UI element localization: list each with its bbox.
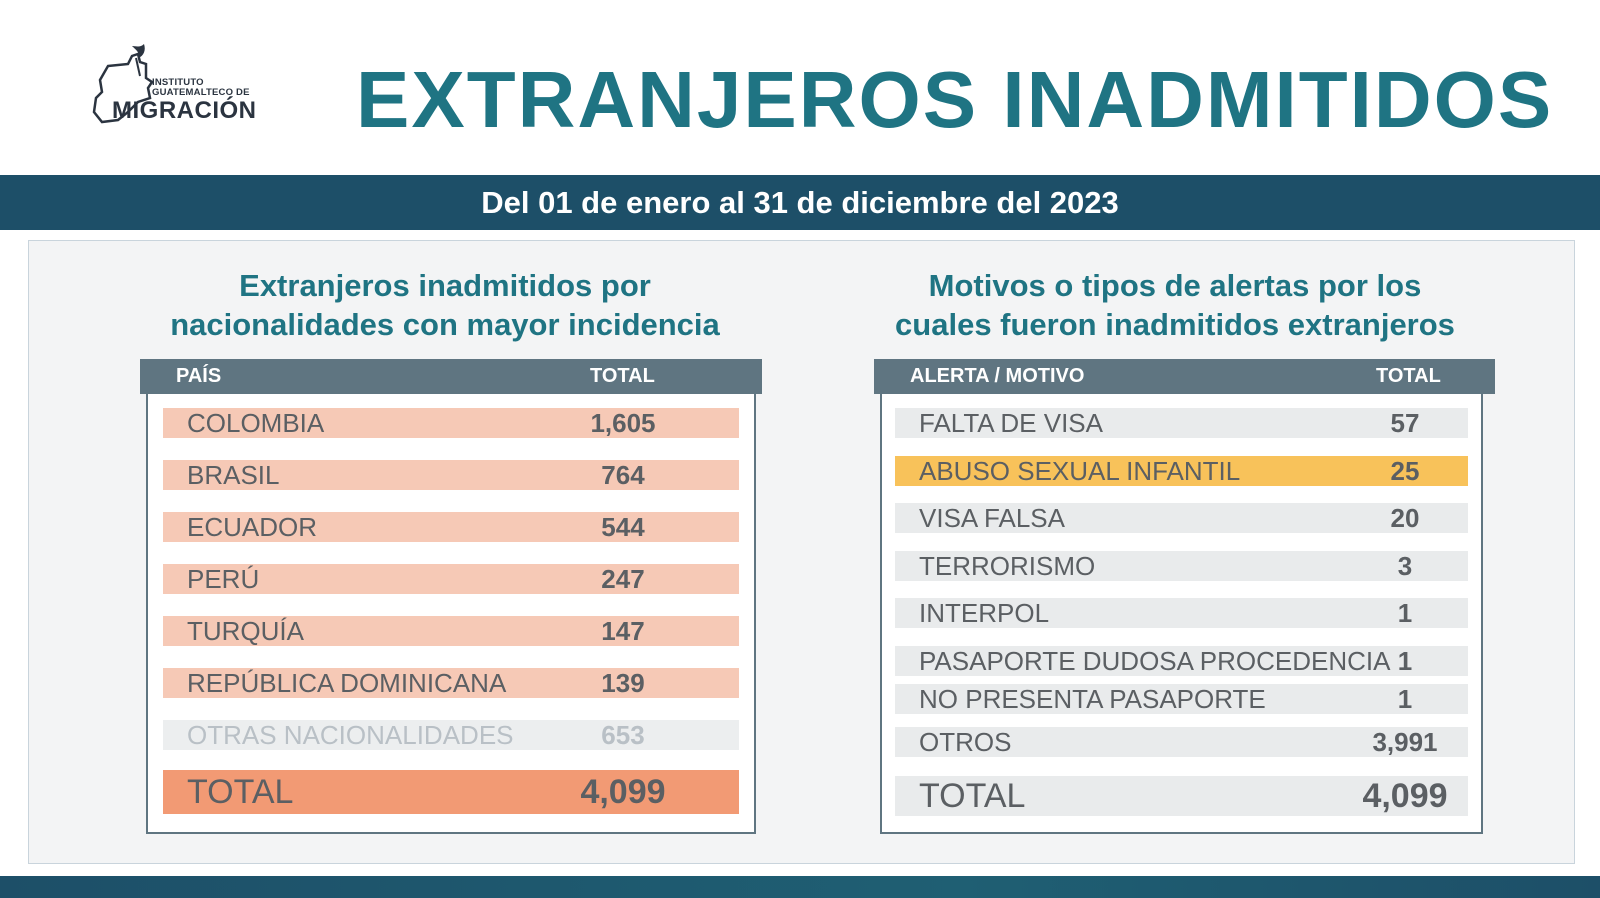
country-name: OTRAS NACIONALIDADES — [187, 720, 514, 750]
reason-total: 3,991 — [1372, 727, 1438, 757]
total-row: TOTAL 4,099 — [163, 770, 739, 814]
country-name: PERÚ — [187, 564, 260, 594]
table-row: TURQUÍA 147 — [163, 616, 739, 646]
reason-total: 1 — [1397, 598, 1413, 628]
total-value: 4,099 — [1362, 777, 1448, 815]
date-range-banner: Del 01 de enero al 31 de diciembre del 2… — [0, 175, 1600, 230]
table-row: TERRORISMO 3 — [895, 551, 1468, 581]
reason-name: TERRORISMO — [919, 551, 1096, 581]
country-total: 147 — [601, 616, 645, 646]
reason-total: 1 — [1397, 646, 1413, 676]
table-row: OTROS 3,991 — [895, 727, 1468, 757]
country-name: COLOMBIA — [187, 408, 325, 438]
country-total: 1,605 — [590, 408, 656, 438]
table-row: NO PRESENTA PASAPORTE 1 — [895, 684, 1468, 714]
country-total: 653 — [601, 720, 645, 750]
table-row: INTERPOL 1 — [895, 598, 1468, 628]
left-section-title: Extranjeros inadmitidos por nacionalidad… — [170, 268, 720, 342]
right-section-title: Motivos o tipos de alertas por los cuale… — [895, 268, 1455, 342]
table-row: REPÚBLICA DOMINICANA 139 — [163, 668, 739, 698]
page-title: EXTRANJEROS INADMITIDOS — [356, 55, 1554, 144]
reason-total: 25 — [1390, 456, 1420, 486]
reason-name: PASAPORTE DUDOSA PROCEDENCIA — [919, 646, 1391, 676]
reason-total: 3 — [1397, 551, 1413, 581]
table-row: OTRAS NACIONALIDADES 653 — [163, 720, 739, 750]
country-total: 544 — [601, 512, 645, 542]
reason-name: VISA FALSA — [919, 503, 1065, 533]
reason-total: 57 — [1390, 408, 1420, 438]
total-value: 4,099 — [580, 773, 666, 811]
reason-total: 20 — [1390, 503, 1420, 533]
table-row: FALTA DE VISA 57 — [895, 408, 1468, 438]
table-row: ECUADOR 544 — [163, 512, 739, 542]
table-row-highlighted: ABUSO SEXUAL INFANTIL 25 — [895, 456, 1468, 486]
country-name: ECUADOR — [187, 512, 318, 542]
total-label: TOTAL — [187, 773, 294, 811]
table-row: PERÚ 247 — [163, 564, 739, 594]
total-row: TOTAL 4,099 — [895, 776, 1468, 816]
country-total: 764 — [601, 460, 645, 490]
col-total-header: TOTAL — [1376, 365, 1441, 387]
country-name: BRASIL — [187, 460, 280, 490]
total-label: TOTAL — [919, 777, 1026, 815]
country-total: 247 — [601, 564, 645, 594]
table-row: COLOMBIA 1,605 — [163, 408, 739, 438]
table-row: BRASIL 764 — [163, 460, 739, 490]
reason-name: INTERPOL — [919, 598, 1050, 628]
guatemala-map-icon — [92, 44, 154, 124]
country-name: TURQUÍA — [187, 616, 304, 646]
col-reason-header: ALERTA / MOTIVO — [910, 365, 1085, 387]
left-table-header: PAÍS TOTAL — [140, 359, 762, 394]
col-country-header: PAÍS — [176, 365, 222, 387]
reason-name: NO PRESENTA PASAPORTE — [919, 684, 1266, 714]
col-total-header: TOTAL — [590, 365, 655, 387]
footer-band — [0, 876, 1600, 898]
migracion-logo: INSTITUTO GUATEMALTECO DE MIGRACIÓN — [88, 42, 258, 132]
reason-name: FALTA DE VISA — [919, 408, 1103, 438]
table-row: PASAPORTE DUDOSA PROCEDENCIA 1 — [895, 646, 1468, 676]
reason-name: OTROS — [919, 727, 1012, 757]
reason-total: 1 — [1397, 684, 1413, 714]
country-total: 139 — [601, 668, 645, 698]
logo-institute-text: INSTITUTO GUATEMALTECO DE — [152, 77, 250, 98]
logo-migracion-text: MIGRACIÓN — [112, 97, 257, 124]
country-name: REPÚBLICA DOMINICANA — [187, 668, 507, 698]
right-table-header: ALERTA / MOTIVO TOTAL — [874, 359, 1495, 394]
reason-name: ABUSO SEXUAL INFANTIL — [919, 456, 1241, 486]
table-row: VISA FALSA 20 — [895, 503, 1468, 533]
